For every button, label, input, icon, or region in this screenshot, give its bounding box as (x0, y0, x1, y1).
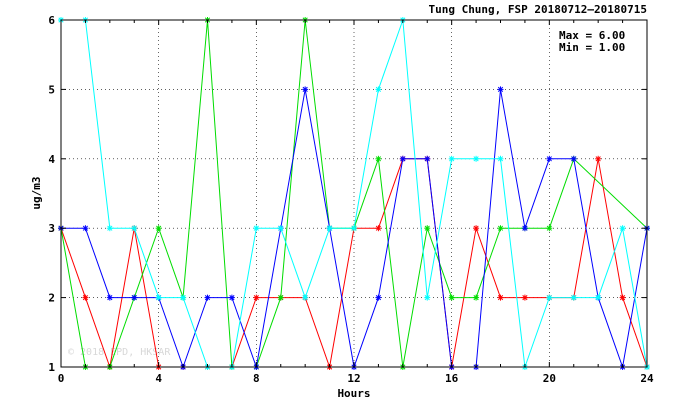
data-point (253, 225, 260, 232)
data-point (155, 225, 162, 232)
watermark: © 2018 EPD, HKSAR (68, 347, 171, 358)
y-tick-label: 5 (48, 83, 55, 96)
data-point (595, 155, 602, 162)
data-point (546, 155, 553, 162)
x-axis-title: Hours (337, 387, 370, 400)
data-point (497, 294, 504, 301)
data-point (82, 294, 89, 301)
data-point (448, 294, 455, 301)
data-point (375, 294, 382, 301)
data-point (155, 294, 162, 301)
grid-lines (61, 20, 647, 367)
data-point (106, 294, 113, 301)
data-point (497, 86, 504, 93)
x-tick-label: 4 (155, 372, 162, 385)
data-point (570, 155, 577, 162)
max-label: Max = 6.00 (559, 29, 625, 42)
series-4 (58, 17, 650, 370)
y-tick-label: 2 (48, 292, 55, 305)
data-point (619, 294, 626, 301)
data-point (253, 294, 260, 301)
data-point (277, 225, 284, 232)
y-tick-label: 4 (48, 153, 55, 166)
data-point (521, 225, 528, 232)
data-point (302, 86, 309, 93)
x-tick-label: 0 (58, 372, 65, 385)
data-point (302, 294, 309, 301)
y-tick-label: 1 (48, 361, 55, 374)
data-point (521, 294, 528, 301)
data-point (497, 225, 504, 232)
x-tick-label: 16 (445, 372, 459, 385)
x-tick-label: 20 (543, 372, 556, 385)
data-point (546, 294, 553, 301)
data-point (473, 225, 480, 232)
y-tick-label: 6 (48, 14, 55, 27)
data-point (82, 225, 89, 232)
data-point (399, 155, 406, 162)
data-point (106, 225, 113, 232)
data-point (228, 294, 235, 301)
data-point (424, 294, 431, 301)
x-tick-label: 24 (640, 372, 654, 385)
data-point (546, 225, 553, 232)
data-point (375, 155, 382, 162)
data-point (204, 294, 211, 301)
series-line (60, 158, 648, 369)
data-point (595, 294, 602, 301)
min-label: Min = 1.00 (559, 41, 625, 54)
data-point (277, 294, 284, 301)
data-point (375, 225, 382, 232)
data-point (375, 86, 382, 93)
data-point (424, 155, 431, 162)
y-tick-label: 3 (48, 222, 55, 235)
chart-title: Tung Chung, FSP 20180712–20180715 (428, 3, 647, 16)
x-tick-label: 8 (253, 372, 260, 385)
data-point (131, 294, 138, 301)
series-2 (58, 17, 650, 370)
data-point (351, 225, 357, 232)
y-axis-title: ug/m3 (30, 176, 43, 209)
data-point (473, 155, 480, 162)
data-point (570, 294, 577, 301)
data-point (326, 225, 333, 232)
x-tick-label: 12 (347, 372, 360, 385)
data-point (424, 225, 431, 232)
data-point (497, 155, 504, 162)
series-layer (58, 17, 650, 370)
data-point (619, 225, 626, 232)
data-point (131, 225, 138, 232)
data-point (180, 294, 187, 301)
data-point (448, 155, 455, 162)
data-point (473, 294, 480, 301)
